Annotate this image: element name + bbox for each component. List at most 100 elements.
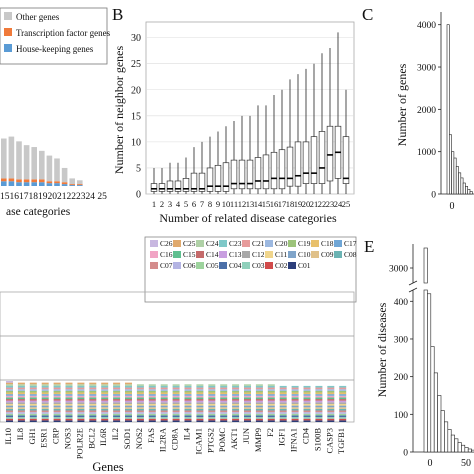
panel-d-bar-segment [208, 395, 216, 398]
panel-d-bar-segment [41, 415, 49, 418]
panel-d-bar-segment [113, 389, 121, 391]
panel-d-bar-segment [113, 412, 121, 414]
panel-d-bar-segment [101, 395, 109, 398]
panel-d-bar-segment [89, 395, 97, 398]
panel-d-bar-segment [220, 410, 228, 413]
panel-d-bar-segment [303, 397, 311, 400]
panel-e-bar [464, 447, 469, 453]
panel-d-bar-segment [89, 394, 97, 396]
panel-d-bar-segment [6, 408, 13, 411]
panel-d-bar-segment [244, 412, 251, 414]
panel-d-bar-segment [339, 400, 347, 403]
panel-a-bar-segment [8, 181, 15, 186]
panel-d-bar-segment [53, 405, 61, 408]
panel-e-bar [461, 444, 466, 453]
panel-e-bar [440, 410, 445, 453]
panel-d-bar-segment [65, 415, 73, 418]
panel-d-bar-segment [17, 410, 25, 413]
panel-d-bar-segment [77, 402, 85, 404]
panel-d-bar-segment [148, 397, 156, 400]
panel-d-bar-segment [125, 399, 132, 401]
panel-d-bar-segment [6, 413, 13, 416]
panel-d-bar-segment [172, 418, 180, 421]
panel-d-legend-swatch [265, 262, 273, 269]
panel-d-bar-segment [208, 400, 216, 403]
panel-d-bar-segment [6, 410, 13, 413]
panel-d-bar-segment [89, 389, 97, 391]
panel-d-x-tick: IL4 [182, 427, 192, 440]
panel-d-legend-label: C10 [298, 250, 311, 259]
panel-d-bar-segment [208, 420, 216, 422]
panel-e-bar [444, 421, 449, 453]
panel-b-box [166, 180, 174, 192]
panel-d-bar-segment [303, 417, 311, 419]
panel-d-bar-segment [339, 420, 347, 422]
panel-d-bar-segment [303, 403, 311, 406]
panel-d-bar-segment [6, 417, 13, 419]
panel-d-bar-segment [17, 412, 25, 414]
panel-d-legend-label: C18 [321, 239, 334, 248]
panel-d-bar-segment [303, 392, 311, 395]
panel-d-bar-segment [41, 403, 49, 406]
panel-d-bar-segment [196, 389, 204, 391]
panel-a-legend: Other genes Transcription factor genes Hou… [4, 12, 111, 54]
panel-d-bar-segment [339, 397, 347, 400]
panel-b-x-tick: 7 [200, 199, 204, 209]
panel-d-bar-segment [53, 407, 61, 409]
panel-d-bar-segment [29, 420, 37, 422]
panel-b-box [246, 159, 254, 190]
panel-d-x-tick: SOD1 [122, 428, 132, 449]
panel-e-label: E [364, 237, 374, 256]
panel-d-bar-segment [41, 410, 49, 413]
panel-d-bar-segment [136, 410, 144, 413]
panel-d-bar-segment [279, 399, 287, 401]
panel-d-bar-segment [160, 405, 168, 408]
panel-d-bar-segment [315, 412, 323, 414]
panel-d-bar-segment [208, 397, 216, 400]
panel-a-bars [1, 136, 83, 186]
panel-d-bar-segment [6, 412, 13, 414]
panel-d-bar-segment [89, 415, 97, 418]
panel-a-legend-label: Other genes [16, 12, 60, 22]
panel-d-bar-segment [136, 400, 144, 403]
panel-d-bar-segment [125, 390, 132, 393]
panel-d-bar-segment [220, 384, 228, 386]
panel-d-bar-segment [41, 394, 49, 396]
panel-c-bar [462, 182, 466, 195]
panel-d-x-tick: BCL2 [86, 428, 96, 449]
panel-d-bar-segment [267, 387, 275, 390]
panel-d-bar-segment [327, 415, 335, 418]
panel-d-bar-segment [17, 399, 25, 401]
panel-d-bar-segment [17, 413, 25, 416]
panel-d-bar-segment [6, 407, 13, 409]
panel-b-box [206, 167, 214, 192]
panel-d-bar-segment [267, 410, 275, 413]
panel-d-bar-segment [65, 384, 73, 386]
panel-b-x-ticks: 1 2 3 4 5 6 7 8 9 10 11 12 13 14 15 16 17 18 19 20 21 22 23 24 2… [152, 199, 350, 209]
panel-d-bar-segment [184, 390, 192, 393]
panel-d-bar-segment [232, 405, 240, 408]
panel-d-bar-segment [255, 392, 263, 395]
panel-d-bar-segment [208, 387, 216, 390]
panel-d-bar-segment [196, 385, 204, 388]
panel-d-bar-segment [41, 385, 49, 388]
panel-d-bar-segment [29, 402, 37, 404]
panel-b-x-tick: 3 [168, 199, 172, 209]
panel-d-legend-swatch [219, 251, 227, 258]
panel-d-bar-segment [65, 410, 73, 413]
panel-d-bar-segment [17, 397, 25, 400]
panel-e-bars [423, 247, 474, 453]
panel-d-bar-segment [101, 410, 109, 413]
panel-d-bar-segment [89, 417, 97, 419]
panel-d-bar-segment [196, 410, 204, 413]
panel-d-bar-segment [125, 420, 132, 422]
panel-d-bar-segment [291, 417, 299, 419]
panel-d-legend-swatch [196, 251, 204, 258]
panel-d-bar-segment [113, 387, 121, 390]
panel-d-bar-segment [208, 394, 216, 396]
panel-d-bar-segment [208, 415, 216, 418]
panel-d-bar-segment [29, 385, 37, 388]
panel-d-bar-segment [184, 412, 192, 414]
panel-d-bar-segment [267, 413, 275, 416]
panel-d-bar-segment [184, 418, 192, 421]
